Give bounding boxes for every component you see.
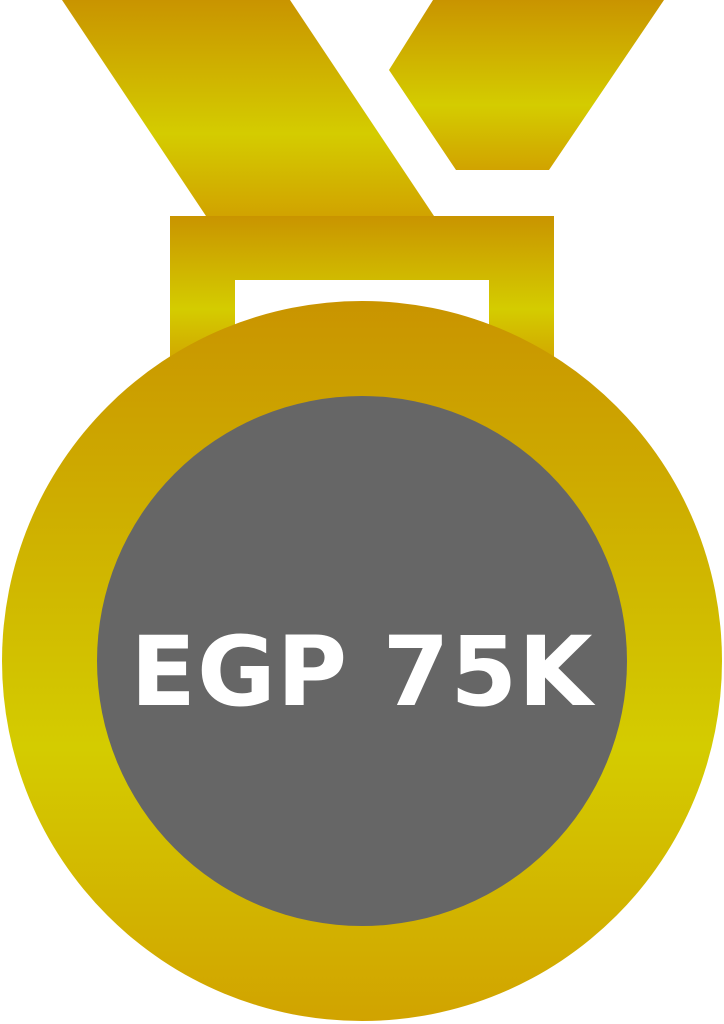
medal-disc (97, 396, 627, 926)
medal-label: EGP 75K (130, 616, 594, 728)
ribbon-right-strap (389, 0, 664, 170)
ribbon-left-strap (62, 0, 434, 216)
